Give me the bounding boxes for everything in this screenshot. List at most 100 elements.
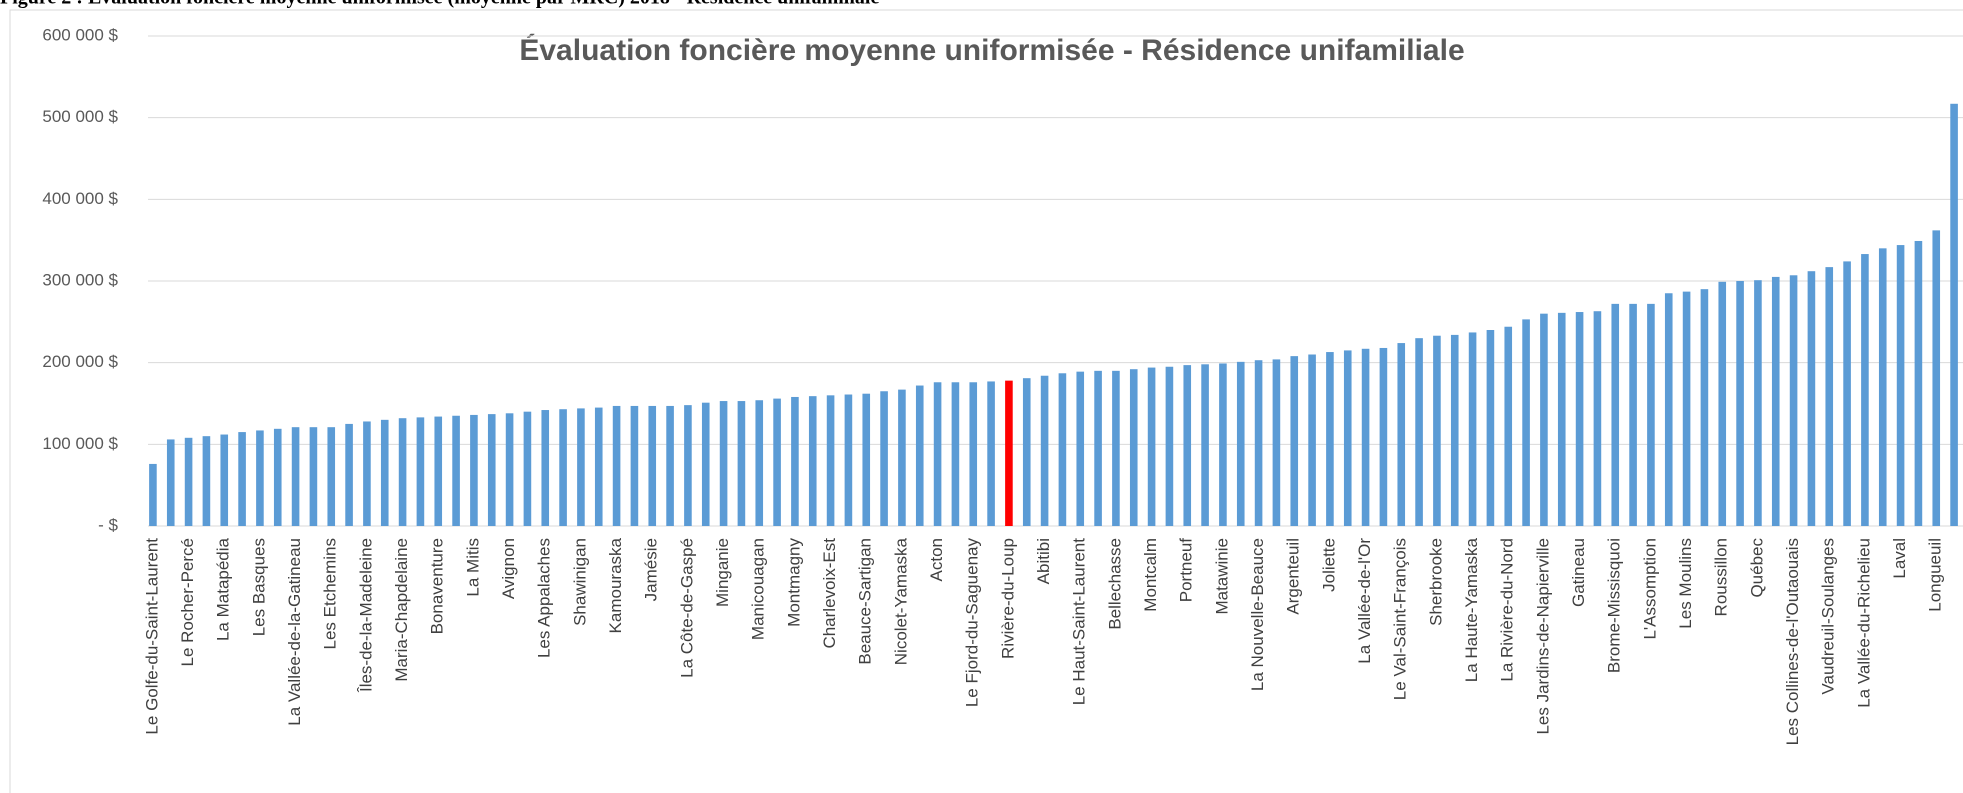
x-tick-label: La Vallée-de-la-Gatineau	[285, 538, 304, 726]
bar	[327, 427, 336, 526]
bar	[1557, 312, 1566, 526]
bar	[1112, 370, 1120, 526]
bar	[1468, 332, 1477, 526]
x-tick-label: Le Val-Saint-François	[1391, 538, 1410, 700]
y-tick-label: 600 000 $	[42, 25, 118, 44]
x-tick-label: Avignon	[499, 538, 518, 599]
x-tick-label: Gatineau	[1569, 538, 1588, 607]
x-tick-label: La Matapédia	[214, 537, 233, 641]
bar	[1379, 347, 1388, 526]
chart-title: Évaluation foncière moyenne uniformisée …	[519, 33, 1464, 67]
bar	[755, 400, 764, 526]
x-tick-label: Vaudreuil-Soulanges	[1819, 538, 1838, 695]
bar	[773, 398, 781, 526]
bar	[1914, 240, 1923, 526]
bar	[220, 434, 229, 526]
x-tick-label: La Vallée-du-Richelieu	[1854, 538, 1873, 708]
x-tick-label: Argenteuil	[1284, 538, 1303, 615]
bar	[1272, 359, 1281, 526]
bar	[398, 418, 407, 526]
x-tick-label: Québec	[1747, 538, 1766, 598]
bar	[1611, 303, 1620, 526]
bar	[969, 382, 978, 526]
bar	[862, 393, 871, 526]
bar	[1022, 378, 1031, 526]
x-tick-label: Matawinie	[1212, 538, 1231, 615]
x-tick-label: Beauce-Sartigan	[856, 538, 875, 665]
bar	[1932, 230, 1941, 526]
x-tick-label: Charlevoix-Est	[820, 538, 839, 649]
y-tick-label: 400 000 $	[42, 189, 118, 208]
bar	[505, 413, 514, 526]
x-tick-label: Abitibi	[1034, 538, 1053, 584]
bar	[380, 419, 389, 526]
bar	[1682, 291, 1691, 526]
x-tick-label: Nicolet-Yamaska	[891, 537, 910, 665]
bar	[256, 430, 264, 526]
x-tick-label: Manicouagan	[749, 538, 768, 640]
bar	[1593, 311, 1602, 526]
bar	[184, 437, 193, 526]
x-tick-label: La Nouvelle-Beauce	[1248, 538, 1267, 691]
bar	[1343, 350, 1352, 526]
bar	[808, 396, 817, 526]
bar	[1254, 360, 1263, 526]
bar	[273, 428, 282, 526]
bar	[1540, 313, 1548, 526]
x-tick-label: Joliette	[1319, 538, 1338, 592]
bar	[1843, 261, 1851, 526]
bar	[577, 408, 585, 526]
x-tick-label: Sherbrooke	[1426, 538, 1445, 626]
x-tick-label: La Rivière-du-Nord	[1498, 538, 1517, 682]
x-tick-label: Roussillon	[1712, 538, 1731, 616]
bar	[684, 405, 692, 526]
bar	[1147, 367, 1156, 526]
bar	[898, 389, 906, 526]
x-tick-label: Le Rocher-Percé	[178, 538, 197, 667]
x-tick-label: Laval	[1890, 538, 1909, 579]
bar	[630, 405, 639, 526]
x-tick-label: Maria-Chapdelaine	[392, 538, 411, 682]
bar	[880, 391, 888, 526]
bar	[987, 381, 995, 526]
y-tick-label: 100 000 $	[42, 434, 118, 453]
bar	[1058, 373, 1067, 526]
bar	[1664, 293, 1673, 526]
bar	[523, 411, 532, 526]
x-tick-label: Les Collines-de-l'Outaouais	[1783, 538, 1802, 745]
bar	[1165, 366, 1174, 526]
bar	[1754, 280, 1762, 526]
bar	[1094, 370, 1102, 526]
bar	[434, 416, 443, 526]
bar	[612, 405, 621, 526]
x-tick-label: Acton	[927, 538, 946, 581]
bar	[1736, 281, 1744, 526]
x-tick-label: Le Fjord-du-Saguenay	[963, 538, 982, 708]
x-tick-label: L'Assomption	[1640, 538, 1659, 640]
bar	[1005, 380, 1013, 526]
bar	[1183, 365, 1192, 526]
x-tick-label: Le Golfe-du-Saint-Laurent	[142, 538, 161, 735]
bar	[202, 436, 211, 526]
x-tick-label: Rivière-du-Loup	[998, 538, 1017, 659]
bar	[345, 423, 353, 526]
bar	[1807, 271, 1816, 526]
x-tick-label: La Haute-Yamaska	[1462, 537, 1481, 682]
bar	[844, 394, 853, 526]
x-tick-label: Les Jardins-de-Napierville	[1533, 538, 1552, 735]
figure-caption: Figure 2 : Évaluation foncière moyenne u…	[0, 0, 879, 9]
bar	[737, 401, 746, 526]
bar	[915, 385, 924, 526]
bar	[1219, 363, 1227, 526]
bar	[1236, 361, 1245, 526]
bar	[1415, 338, 1423, 526]
bar	[594, 407, 603, 526]
bar	[1040, 375, 1049, 526]
x-tick-label: Montcalm	[1141, 538, 1160, 612]
bar	[559, 409, 567, 526]
x-tick-label: La Côte-de-Gaspé	[677, 538, 696, 678]
bar	[1308, 354, 1316, 526]
x-tick-label: La Vallée-de-l'Or	[1355, 538, 1374, 664]
bar	[701, 402, 710, 526]
bar	[1486, 330, 1495, 526]
